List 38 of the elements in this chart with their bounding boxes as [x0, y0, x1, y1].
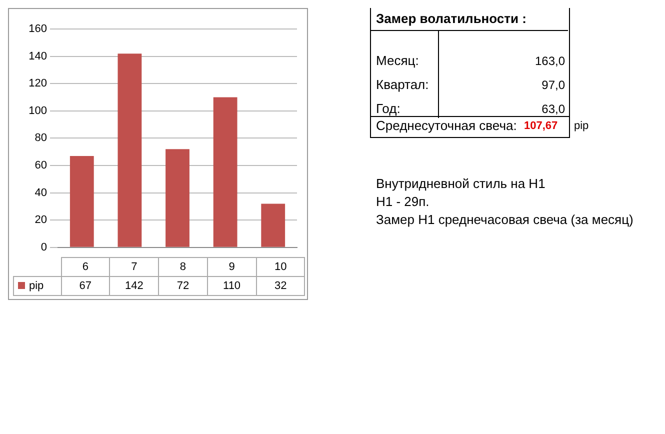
- y-tick-label: 0: [40, 241, 47, 254]
- data-label: 142: [110, 276, 159, 296]
- bar: [70, 156, 94, 247]
- x-tick-label: 10: [256, 258, 305, 276]
- y-tick-label: 120: [28, 78, 47, 90]
- bar: [166, 149, 190, 247]
- y-tick-label: 160: [28, 23, 47, 36]
- y-tick-label: 100: [28, 104, 47, 117]
- legend-label: pip: [14, 276, 61, 296]
- y-tick-label: 60: [34, 160, 47, 172]
- y-tick-label: 20: [34, 214, 47, 226]
- text: Внутридневной стиль на H1: [376, 176, 546, 191]
- data-label: 32: [256, 276, 305, 296]
- text: H1 - 29п.: [376, 194, 430, 209]
- text: Месяц:: [376, 53, 419, 68]
- bar: [213, 97, 238, 247]
- text: Год:: [376, 101, 400, 116]
- text: 107,67: [524, 120, 558, 132]
- text: 97,0: [540, 78, 565, 92]
- y-tick-label: 80: [34, 132, 47, 144]
- text: Замер волатильности :: [376, 11, 526, 26]
- x-tick-label: 7: [110, 258, 159, 276]
- text: 163,0: [534, 54, 565, 68]
- text: Замер H1 среднечасовая свеча (за месяц): [376, 212, 634, 227]
- x-tick-label: 6: [61, 258, 110, 276]
- text: pip: [574, 120, 589, 132]
- text: Квартал:: [376, 77, 429, 92]
- data-label: 72: [158, 276, 208, 296]
- text: 63,0: [540, 102, 565, 116]
- data-label: 110: [207, 276, 256, 296]
- bar: [261, 204, 286, 247]
- data-label: 67: [61, 276, 110, 296]
- bar: [118, 54, 142, 247]
- x-tick-label: 8: [158, 258, 208, 276]
- x-tick-label: 9: [207, 258, 256, 276]
- text: Среднесуточная свеча:: [376, 118, 517, 133]
- y-tick-label: 140: [28, 50, 47, 62]
- y-tick-label: 40: [34, 186, 47, 199]
